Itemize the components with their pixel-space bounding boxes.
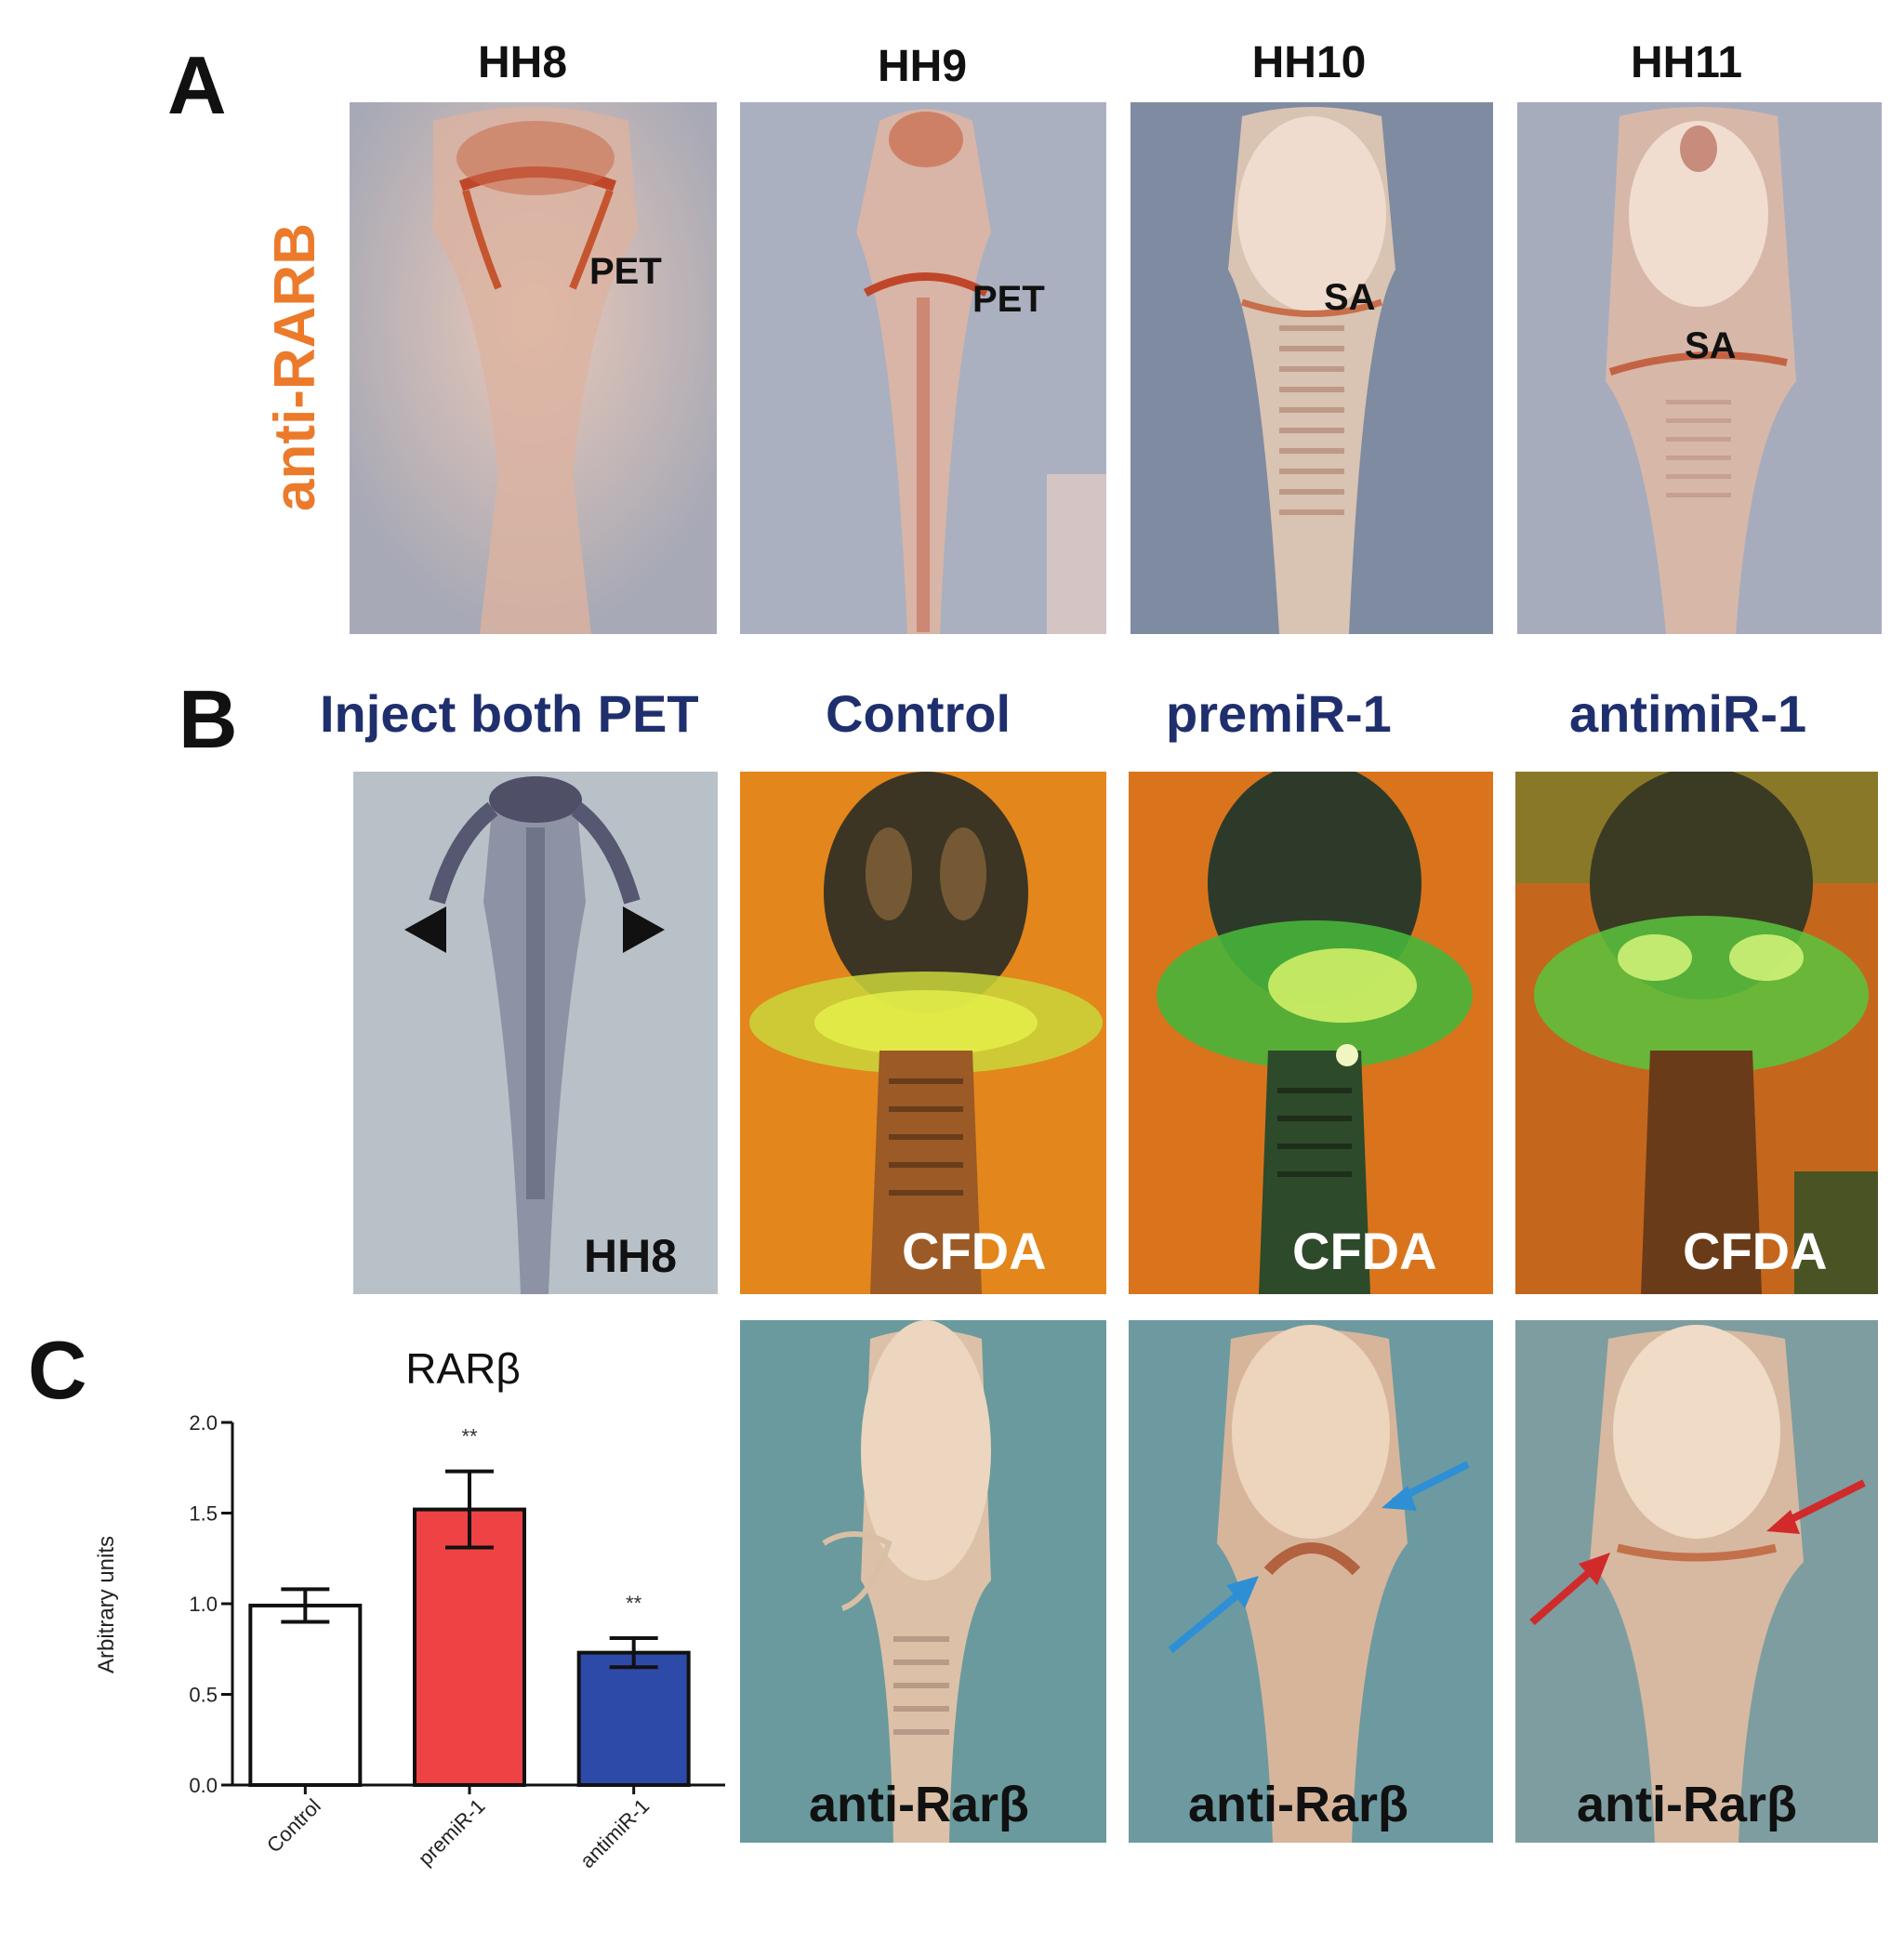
condition-antimir-1: antimiR-1 — [1569, 684, 1807, 743]
panel-c-letter: C — [28, 1324, 87, 1416]
panel-b-letter: B — [178, 673, 238, 765]
y-tick-label: 1.0 — [189, 1593, 218, 1616]
rarb-label-premir-1: anti-Rarβ — [1188, 1777, 1408, 1832]
embryo-image-hh11: SA — [1517, 102, 1882, 634]
sa-label-hh10: SA — [1324, 277, 1376, 318]
sa-label-hh11: SA — [1685, 325, 1737, 366]
cfda-label-control: CFDA — [902, 1222, 1047, 1280]
red-arrow-right — [1778, 1479, 1866, 1528]
y-tick-label: 2.0 — [189, 1411, 218, 1435]
bar-control — [248, 1603, 363, 1788]
cfda-image-antimir-1: CFDA — [1515, 772, 1878, 1294]
rarb-image-antimir-1: anti-Rarβ — [1515, 1320, 1878, 1843]
y-tick-label: 1.5 — [189, 1502, 218, 1526]
rarb-label-antimir-1: anti-Rarβ — [1577, 1777, 1797, 1832]
x-tick-label: Control — [262, 1794, 325, 1858]
rarb-image-premir-1: anti-Rarβ — [1129, 1320, 1493, 1843]
y-tick-label: 0.5 — [189, 1684, 218, 1707]
embryo-image-hh10: SA — [1130, 102, 1493, 634]
rarb-label-control: anti-Rarβ — [809, 1777, 1029, 1832]
stage-label-b-hh8: HH8 — [584, 1230, 678, 1282]
chart-title: RARβ — [405, 1344, 521, 1393]
embryo-image-hh8: PET — [350, 102, 717, 634]
arrowhead-left — [404, 906, 446, 953]
bar-premir-1 — [413, 1507, 526, 1787]
y-axis-label: Arbitrary units — [94, 1536, 119, 1673]
stage-label-hh9: HH9 — [877, 42, 968, 91]
cfda-image-premir-1: CFDA — [1129, 772, 1493, 1294]
x-tick-label: premiR-1 — [414, 1794, 490, 1871]
panel-a-letter: A — [167, 39, 227, 131]
y-tick-label: 0.0 — [189, 1774, 218, 1797]
panel-a-row-label: anti-RARB — [263, 223, 327, 511]
significance-marker: ** — [461, 1425, 478, 1448]
stage-label-hh8: HH8 — [477, 38, 568, 87]
pet-label-hh9: PET — [972, 279, 1045, 320]
stage-label-hh11: HH11 — [1630, 38, 1743, 87]
arrowhead-right — [623, 906, 665, 953]
x-tick-label: antimiR-1 — [575, 1794, 654, 1872]
embryo-image-hh9: PET — [740, 102, 1106, 634]
condition-control: Control — [826, 684, 1012, 743]
condition-premir-1: premiR-1 — [1166, 684, 1392, 743]
chart-bars — [248, 1469, 691, 1788]
cfda-label-antimir-1: CFDA — [1683, 1222, 1828, 1280]
rarb-bar-chart: RARβ Arbitrary units 0.0 0.5 1.0 1.5 2.0 Con… — [94, 1344, 725, 1872]
significance-marker: ** — [626, 1592, 642, 1615]
bar-antimir-1 — [576, 1650, 691, 1787]
cfda-label-premir-1: CFDA — [1292, 1222, 1437, 1280]
stage-label-hh10: HH10 — [1251, 38, 1367, 87]
cfda-image-control: CFDA — [740, 772, 1106, 1294]
injection-site-image: HH8 — [353, 772, 718, 1294]
rarb-image-control: anti-Rarβ — [740, 1320, 1106, 1843]
pet-label-hh8: PET — [589, 251, 662, 292]
condition-inject-both-pet: Inject both PET — [320, 684, 699, 743]
